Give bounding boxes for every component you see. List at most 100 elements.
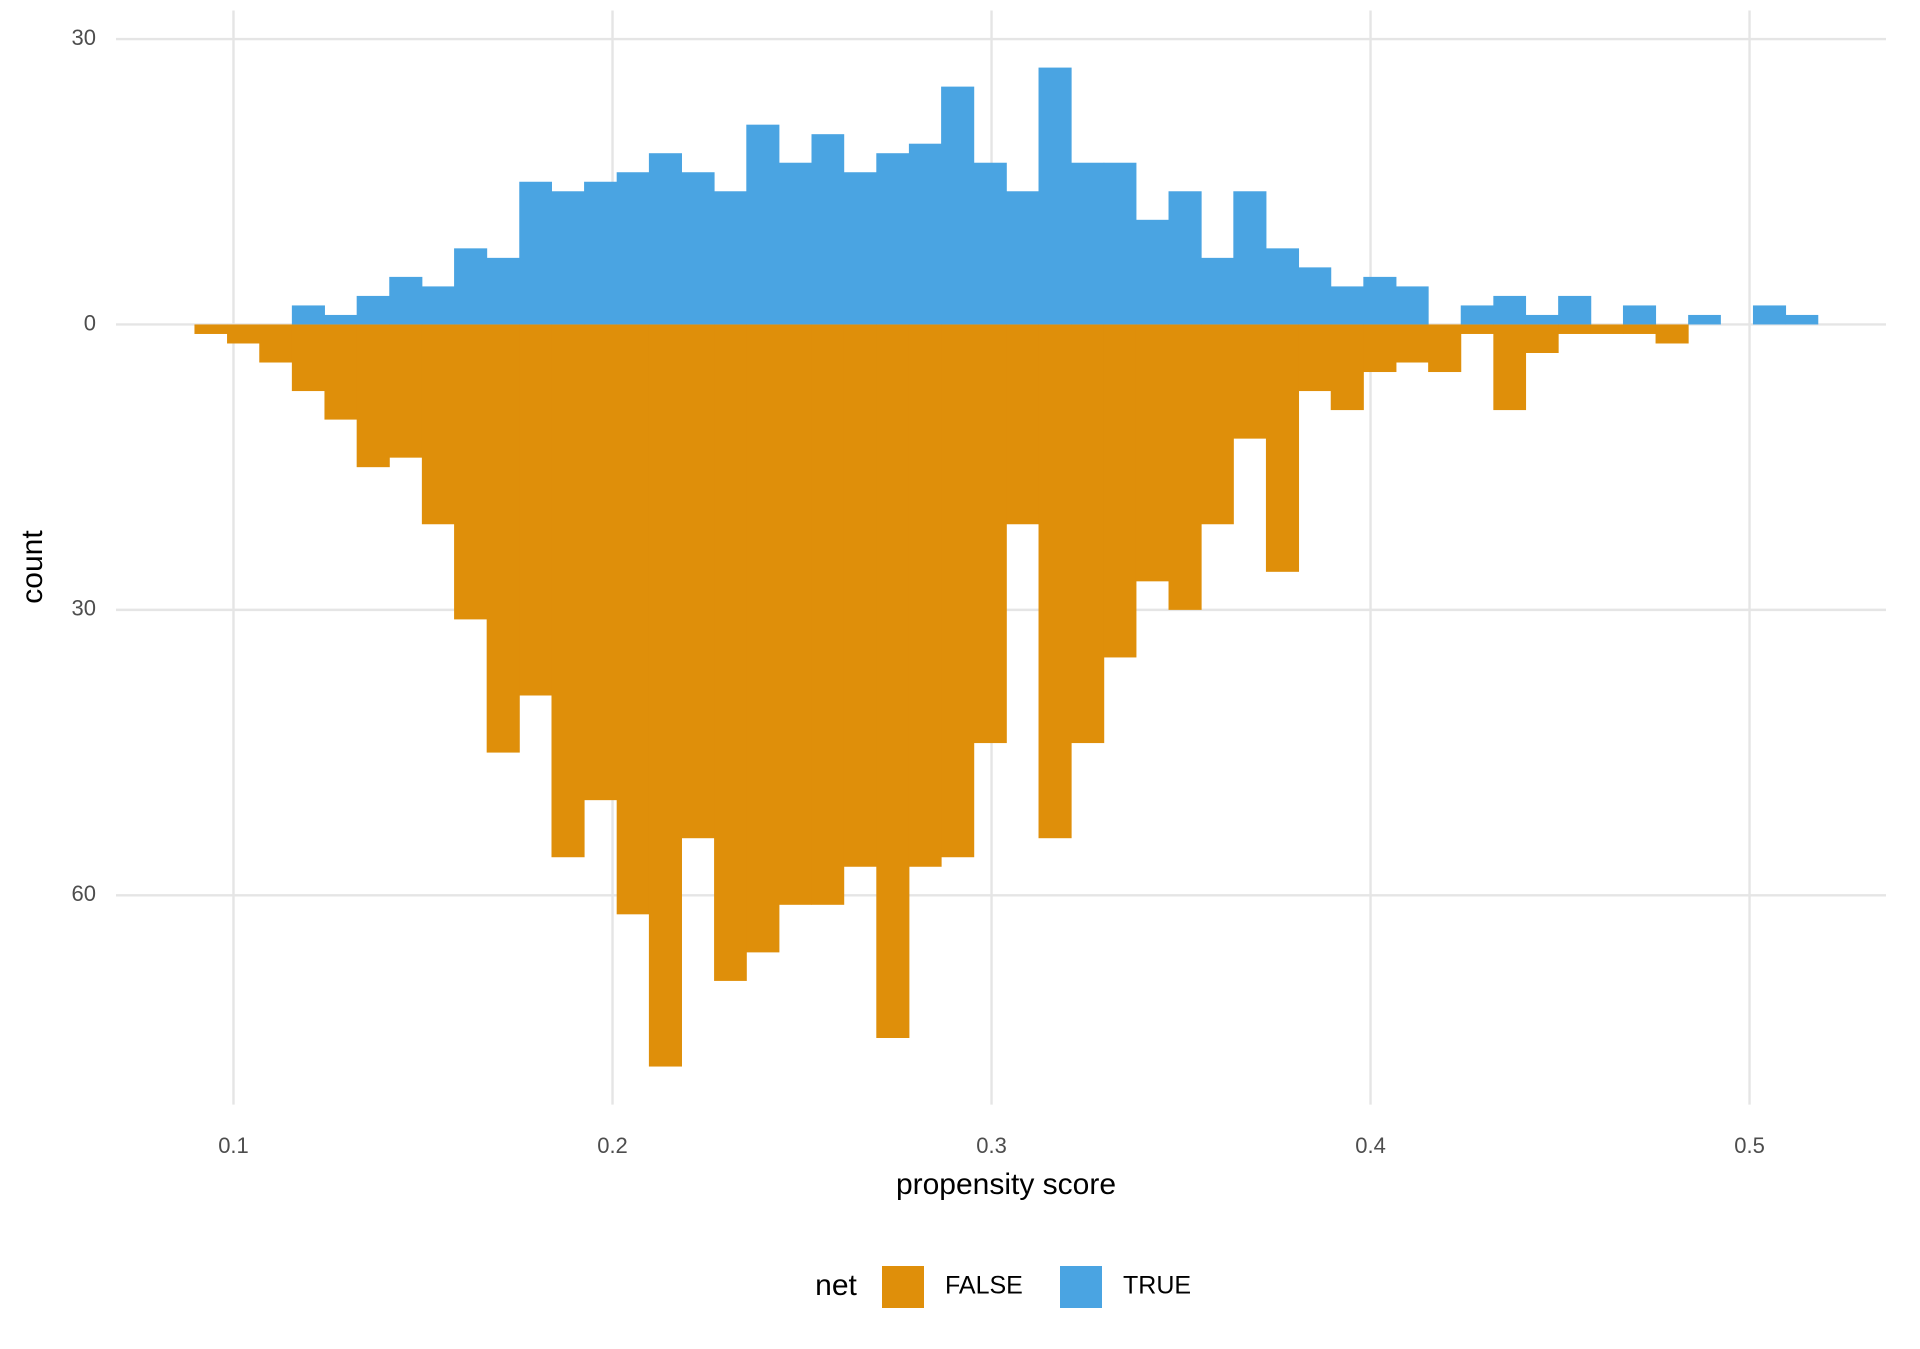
- histogram-bar: [421, 324, 455, 525]
- legend-key: [1060, 1266, 1102, 1308]
- histogram-bar: [1395, 286, 1429, 325]
- histogram-bar: [1298, 267, 1332, 325]
- histogram-bar: [584, 324, 618, 801]
- histogram-bar: [1558, 295, 1592, 325]
- legend-title: net: [815, 1269, 857, 1302]
- histogram-bar: [843, 172, 877, 325]
- legend-label: TRUE: [1123, 1272, 1191, 1300]
- histogram-bar: [1590, 324, 1624, 334]
- histogram-bar: [1168, 191, 1202, 325]
- histogram-bar: [1330, 286, 1364, 325]
- histogram-bar: [519, 181, 552, 325]
- y-tick-label: 60: [72, 881, 96, 906]
- histogram-bar: [1168, 324, 1202, 610]
- histogram-bar: [194, 324, 228, 334]
- histogram-bar: [584, 181, 618, 325]
- histogram-bar: [1363, 324, 1397, 373]
- histogram-bar: [778, 162, 812, 325]
- histogram-bar: [1330, 324, 1364, 411]
- histogram-bar: [1752, 305, 1787, 325]
- histogram-bar: [941, 324, 975, 858]
- histogram-bar: [1558, 324, 1592, 334]
- histogram-bar: [1006, 324, 1040, 525]
- histogram-bar: [1201, 324, 1234, 525]
- histogram-bar: [551, 191, 585, 325]
- histogram-bar: [389, 276, 423, 325]
- histogram-bar: [1622, 324, 1657, 334]
- x-tick-label: 0.3: [976, 1133, 1007, 1158]
- x-tick-label: 0.4: [1355, 1133, 1386, 1158]
- legend: net FALSE TRUE: [815, 1266, 1191, 1308]
- histogram-bar: [1688, 314, 1721, 325]
- x-tick-label: 0.5: [1734, 1133, 1765, 1158]
- histogram-bar: [616, 324, 650, 915]
- histogram-bar: [421, 286, 455, 325]
- histogram-bar: [616, 172, 650, 325]
- y-tick-label: 30: [72, 596, 96, 621]
- histogram-bar: [681, 324, 715, 839]
- histogram-bar: [1525, 314, 1559, 325]
- y-tick-label: 30: [72, 25, 96, 50]
- y-tick-label: 0: [84, 310, 96, 335]
- histogram-bar: [1493, 295, 1527, 325]
- histogram-bar: [486, 324, 520, 753]
- histogram-bar: [973, 324, 1007, 744]
- histogram-bar: [551, 324, 585, 858]
- bars: [194, 67, 1819, 1067]
- histogram-bar: [1298, 324, 1332, 392]
- histogram-bar: [356, 324, 390, 468]
- histogram-bar: [1038, 67, 1072, 325]
- histogram-bar: [291, 305, 325, 325]
- histogram-bar: [519, 324, 552, 696]
- x-tick-label: 0.1: [218, 1133, 249, 1158]
- histogram-bar: [811, 324, 845, 905]
- histogram-bar: [259, 324, 293, 363]
- histogram-bar: [876, 153, 910, 325]
- histogram-bar: [1071, 324, 1105, 744]
- histogram-bar: [1103, 324, 1137, 658]
- histogram-bar: [843, 324, 877, 867]
- histogram-bar: [1135, 219, 1170, 325]
- histogram-bar: [941, 86, 975, 325]
- histogram-bar: [811, 134, 845, 325]
- histogram-bar: [876, 324, 910, 1039]
- histogram-bar: [908, 143, 942, 325]
- histogram-bar: [356, 295, 390, 325]
- histogram-bar: [1265, 324, 1300, 572]
- histogram-bar: [1655, 324, 1689, 344]
- histogram-bar: [1233, 191, 1267, 325]
- legend-key: [882, 1266, 924, 1308]
- histogram-bar: [1071, 162, 1105, 325]
- histogram-bar: [778, 324, 812, 905]
- histogram-bar: [1233, 324, 1267, 439]
- histogram-bar: [1135, 324, 1170, 582]
- histogram-bar: [648, 153, 682, 325]
- histogram-bar: [1395, 324, 1429, 363]
- histogram-bar: [1460, 305, 1494, 325]
- histogram-bar: [389, 324, 423, 458]
- histogram-bar: [648, 324, 682, 1067]
- histogram-bar: [1265, 248, 1300, 325]
- histogram-bar: [1622, 305, 1657, 325]
- histogram-bar: [454, 248, 488, 325]
- histogram-bar: [681, 172, 715, 325]
- histogram-bar: [1428, 324, 1462, 373]
- histogram-bar: [746, 324, 780, 953]
- histogram-bar: [746, 124, 780, 325]
- histogram-bar: [291, 324, 325, 392]
- histogram-bar: [1363, 276, 1397, 325]
- histogram-bar: [714, 324, 747, 981]
- histogram-bar: [908, 324, 942, 867]
- legend-label: FALSE: [945, 1272, 1023, 1300]
- histogram-bar: [714, 191, 747, 325]
- histogram-bar: [1201, 257, 1234, 325]
- histogram-bar: [227, 324, 260, 344]
- histogram-bar: [324, 314, 358, 325]
- histogram-bar: [1460, 324, 1494, 334]
- histogram-bar: [1493, 324, 1527, 411]
- histogram-bar: [1038, 324, 1072, 839]
- axes: 0.1 0.2 0.3 0.4 0.5 30 0 30 60: [72, 25, 1765, 1158]
- x-tick-label: 0.2: [597, 1133, 628, 1158]
